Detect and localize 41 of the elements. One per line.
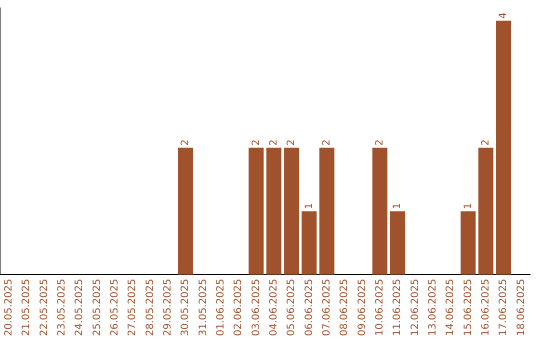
x-tick-label: 01.06.2025 — [215, 278, 226, 336]
x-tick-label: 14.06.2025 — [445, 278, 456, 336]
x-tick-label: 27.05.2025 — [127, 278, 138, 336]
x-tick-label: 23.05.2025 — [56, 278, 68, 336]
data-label: 2 — [480, 139, 492, 146]
x-tick-label: 18.06.2025 — [516, 278, 527, 336]
x-tick-label: 26.05.2025 — [109, 278, 120, 336]
data-label: 4 — [498, 12, 510, 19]
x-tick-label: 20.05.2025 — [3, 278, 14, 336]
x-tick-label: 12.06.2025 — [410, 278, 421, 336]
x-tick-label: 04.06.2025 — [268, 278, 280, 336]
x-tick-label: 02.06.2025 — [233, 278, 244, 336]
x-tick-label: 07.06.2025 — [321, 278, 332, 336]
data-label: 1 — [304, 202, 315, 210]
data-label: 2 — [286, 139, 298, 146]
x-tick-label: 21.05.2025 — [21, 278, 32, 336]
x-tick-label: 15.06.2025 — [462, 278, 474, 336]
data-label: 2 — [180, 139, 192, 146]
x-tick-label: 25.05.2025 — [92, 278, 103, 336]
x-tick-label: 08.06.2025 — [339, 278, 350, 336]
x-tick-label: 29.05.2025 — [162, 278, 174, 336]
x-tick-label: 09.06.2025 — [356, 278, 368, 336]
data-label: 2 — [321, 139, 332, 146]
data-label: 1 — [392, 202, 404, 210]
data-label: 1 — [462, 202, 474, 210]
data-label: 2 — [268, 139, 280, 146]
x-tick-label: 22.05.2025 — [38, 278, 50, 336]
data-label: 2 — [250, 139, 262, 146]
x-tick-label: 17.06.2025 — [498, 278, 510, 336]
x-tick-label: 11.06.2025 — [392, 278, 404, 336]
x-tick-label: 06.06.2025 — [304, 278, 315, 336]
x-tick-label: 10.06.2025 — [374, 278, 386, 336]
x-tick-label: 30.05.2025 — [180, 278, 192, 336]
x-tick-label: 16.06.2025 — [480, 278, 492, 336]
data-label: 2 — [374, 139, 386, 146]
x-tick-label: 28.05.2025 — [144, 278, 156, 336]
x-tick-label: 05.06.2025 — [286, 278, 298, 336]
x-tick-label: 13.06.2025 — [427, 278, 438, 336]
x-tick-label: 24.05.2025 — [74, 278, 86, 336]
x-tick-label: 31.05.2025 — [198, 278, 209, 336]
x-tick-label: 03.06.2025 — [250, 278, 262, 336]
